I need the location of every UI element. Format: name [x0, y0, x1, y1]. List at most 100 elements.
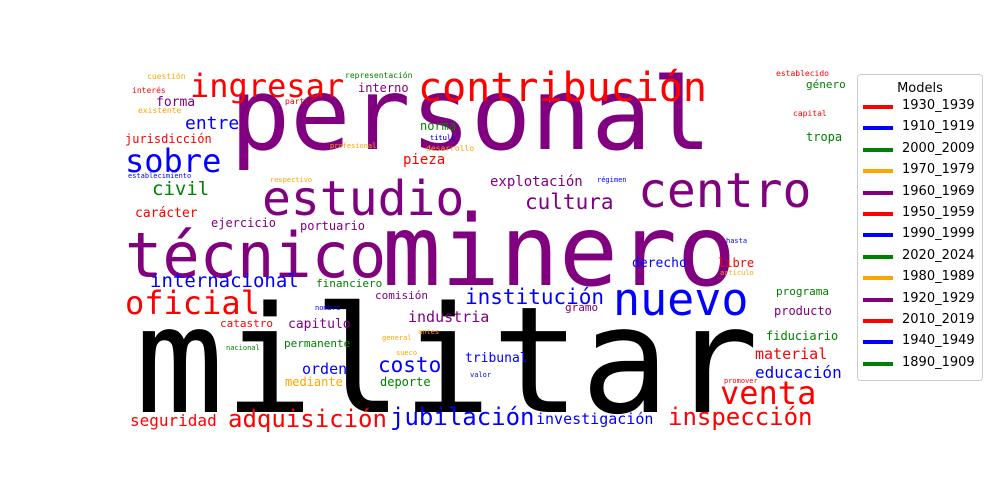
- legend-entry: 2000_2009: [858, 139, 982, 160]
- legend-line-swatch: [863, 340, 893, 345]
- legend-line-swatch: [863, 361, 893, 366]
- legend-line-swatch: [863, 233, 893, 238]
- word-adquisición: adquisición: [228, 405, 387, 433]
- legend-entries: 1930_1939 1910_1919 2000_2009 1970_1979 1960…: [858, 96, 982, 374]
- legend-entry: 1940_1949: [858, 331, 982, 352]
- legend-line-swatch: [863, 126, 893, 131]
- word-fiduciario: fiduciario: [766, 329, 839, 343]
- legend-label: 1970_1979: [902, 162, 975, 178]
- word-oficial: oficial: [125, 284, 260, 322]
- legend-line-swatch: [863, 276, 893, 281]
- word-mediante: mediante: [285, 375, 343, 389]
- word-derecho: derecho: [632, 256, 687, 271]
- legend-entry: 1990_1999: [858, 224, 982, 245]
- legend-entry: 1970_1979: [858, 160, 982, 181]
- word-centro: centro: [638, 163, 812, 219]
- word-nuevo: nuevo: [613, 273, 749, 326]
- word-ingresar: ingresar: [190, 67, 345, 105]
- word-explotación: explotación: [490, 174, 583, 190]
- word-seguridad: seguridad: [130, 411, 217, 430]
- word-técnico: técnico: [125, 219, 387, 292]
- legend-line-swatch: [863, 147, 893, 152]
- word-internacional: internacional: [150, 270, 299, 292]
- word-militar: militar: [135, 275, 759, 447]
- word-estudio: estudio: [262, 171, 465, 227]
- word-valor: valor: [470, 371, 492, 379]
- word-profesional: profesional: [330, 142, 377, 150]
- legend-entry: 1890_1909: [858, 353, 982, 374]
- legend-label: 1990_1999: [902, 226, 975, 242]
- word-capitulo: capitulo: [288, 317, 351, 332]
- word-investigación: investigación: [536, 410, 654, 428]
- word-general: general: [382, 334, 412, 342]
- legend-line-swatch: [863, 297, 893, 302]
- legend-label: 2020_2024: [902, 247, 975, 263]
- word-educación: educación: [755, 363, 842, 382]
- word-artículo: artículo: [720, 269, 754, 277]
- word-hasta: hasta: [726, 237, 748, 245]
- legend-line-swatch: [863, 190, 893, 195]
- legend-label: 2000_2009: [902, 140, 975, 156]
- legend-entry: 1950_1959: [858, 203, 982, 224]
- word-ejercicio: ejercicio: [211, 216, 277, 230]
- word-producto: producto: [774, 304, 832, 318]
- legend-line-swatch: [863, 211, 893, 216]
- legend-title: Models: [897, 81, 943, 96]
- word-cultura: cultura: [525, 190, 614, 214]
- legend-line-swatch: [863, 318, 893, 323]
- word-norma: norma: [420, 119, 457, 133]
- legend-entry: 2010_2019: [858, 310, 982, 331]
- legend-label: 1960_1969: [902, 183, 975, 199]
- word-personal: personal: [230, 56, 712, 173]
- word-civil: civil: [152, 178, 210, 200]
- word-existente: existente: [138, 106, 182, 115]
- legend-label: 2010_2019: [902, 311, 975, 327]
- word-antes: antes: [418, 328, 440, 336]
- word-cloud: militar personal minero técnico estudio centr…: [120, 56, 846, 447]
- legend-label: 1910_1919: [902, 119, 975, 135]
- word-comisión: comisión: [375, 289, 428, 302]
- word-género: género: [806, 78, 846, 91]
- word-titulo: titulo: [430, 134, 456, 142]
- word-desarrollo: desarrollo: [426, 144, 475, 153]
- word-costo: costo: [378, 353, 442, 377]
- word-catastro: catastro: [220, 317, 273, 330]
- word-carácter: carácter: [135, 206, 198, 221]
- word-cuestión: cuestión: [147, 72, 186, 81]
- word-sueco: sueco: [396, 349, 418, 357]
- word-nombre: nombre: [315, 304, 341, 312]
- word-contribución: contribución: [418, 65, 707, 111]
- word-portuario: portuario: [300, 219, 366, 233]
- legend-label: 1920_1929: [902, 290, 975, 306]
- legend-label: 1940_1949: [902, 333, 975, 349]
- word-entre: entre: [185, 113, 240, 134]
- word-orden: orden: [302, 360, 348, 378]
- word-régimen: régimen: [597, 176, 627, 184]
- word-jurisdicción: jurisdicción: [125, 132, 212, 146]
- word-tropa: tropa: [806, 130, 843, 144]
- word-programa: programa: [776, 285, 829, 298]
- word-representación: representación: [345, 71, 413, 80]
- legend-label: 1950_1959: [902, 204, 975, 220]
- legend-line-swatch: [863, 169, 893, 174]
- legend-entry: 1980_1989: [858, 267, 982, 288]
- word-promover: promover: [724, 377, 758, 385]
- word-inspección: inspección: [668, 403, 813, 431]
- word-financiero: financiero: [316, 277, 383, 290]
- word-libre: libre: [718, 256, 755, 270]
- legend-line-swatch: [863, 254, 893, 259]
- word-forma: forma: [156, 95, 196, 110]
- word-establecido: establecido: [776, 69, 829, 78]
- word-interno: interno: [358, 81, 409, 95]
- word-industria: industria: [408, 308, 490, 326]
- word-permanente: permanente: [284, 337, 351, 350]
- word-pieza: pieza: [403, 152, 446, 168]
- legend-entry: 1960_1969: [858, 182, 982, 203]
- word-gramo: gramo: [565, 301, 599, 314]
- word-minero: minero: [382, 195, 737, 309]
- word-partir: partir: [285, 97, 314, 106]
- legend-line-swatch: [863, 105, 893, 109]
- word-venta: venta: [720, 374, 817, 412]
- legend-label: 1980_1989: [902, 269, 975, 285]
- word-nacional: nacional: [226, 344, 260, 352]
